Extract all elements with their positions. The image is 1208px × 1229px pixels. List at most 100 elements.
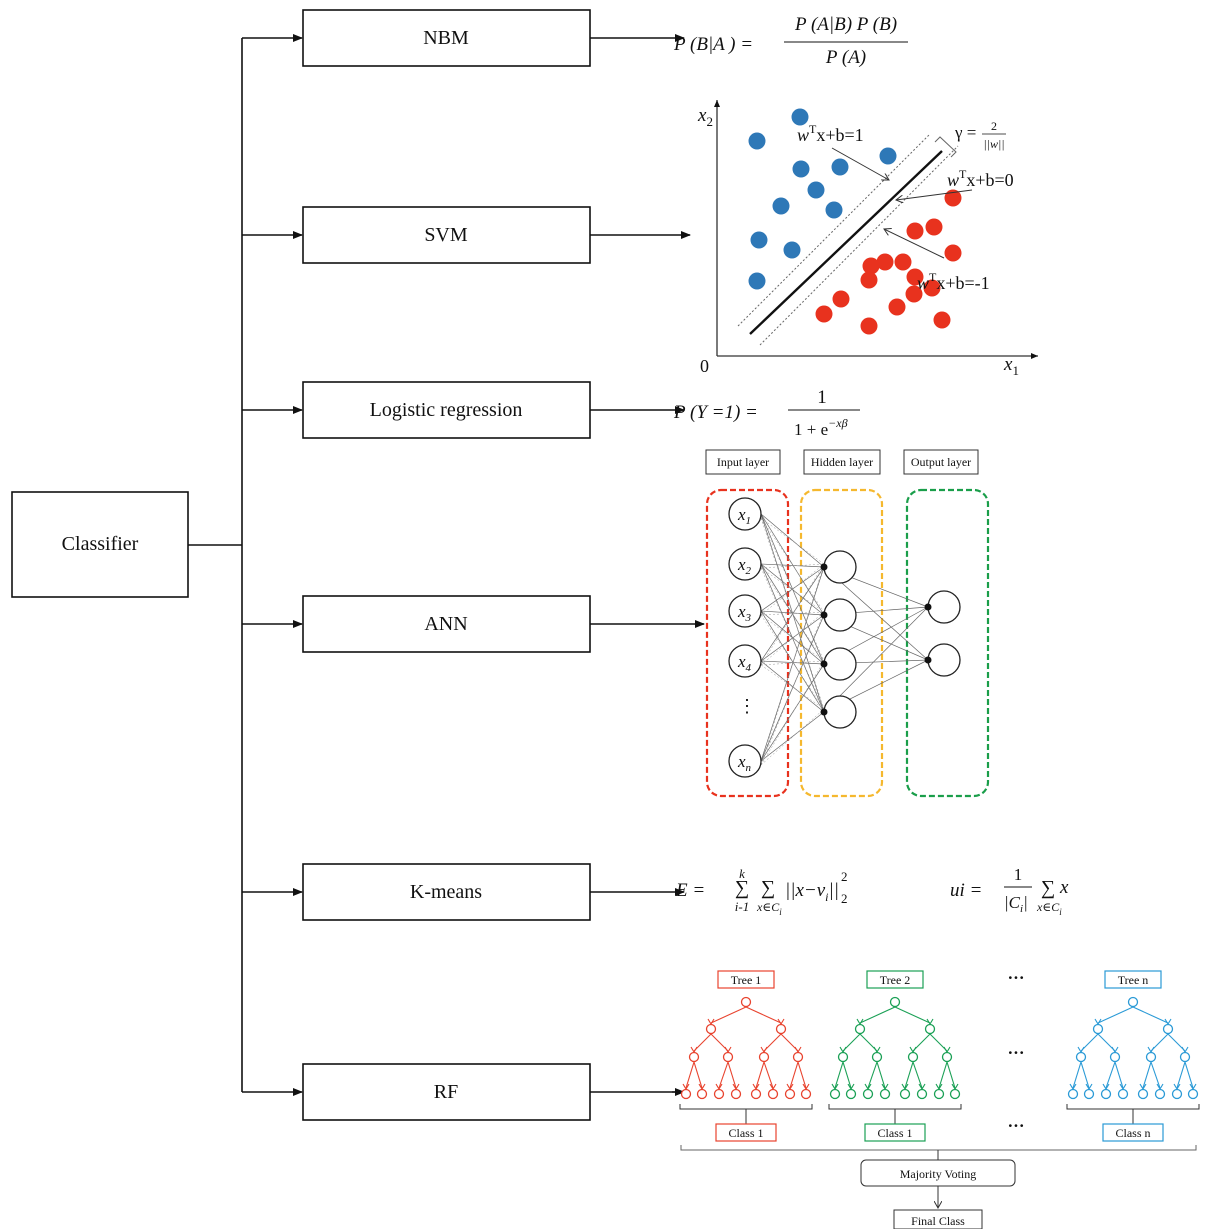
ann-edge-input-hidden-alt: [760, 517, 825, 613]
svm-point-class-b: [906, 222, 924, 240]
ann-input-neuron: xn: [728, 744, 762, 778]
rf-tree-node: [845, 1088, 857, 1100]
ann-hidden-neuron: [820, 647, 857, 681]
classifier-label: Classifier: [62, 533, 139, 555]
rf-tree-node: [829, 1088, 841, 1100]
ann-output-layer-frame: [905, 488, 990, 798]
kmeans-u-sigma: ∑: [1041, 877, 1055, 899]
svm-y-axis-label: x2: [697, 105, 713, 129]
branch-lr: Logistic regression: [242, 381, 685, 439]
rf-class-label: Class 1: [877, 1126, 912, 1140]
rf-tree-node: [941, 1051, 953, 1063]
kmeans-u-numerator: 1: [1014, 865, 1023, 884]
svm-point-class-b: [925, 218, 943, 236]
rf-tree-edge: [834, 1061, 844, 1089]
rf-ellipsis-classes: ···: [1007, 1116, 1024, 1135]
rf-tree-node: [1137, 1088, 1149, 1100]
rf-tree-node: [1075, 1051, 1087, 1063]
rf-tree-label-box: [717, 970, 775, 989]
rf-tree-node: [1109, 1051, 1121, 1063]
ann-input-ellipsis: ⋮: [738, 696, 756, 716]
ann-input-layer-label: Input layer: [717, 455, 769, 469]
ann-input-neuron: x1: [728, 497, 762, 531]
rf-tree-node: [696, 1088, 708, 1100]
rf-tree-node: [767, 1088, 779, 1100]
ann-edge-input-hidden-alt: [760, 517, 825, 710]
kmeans-u-body: x: [1059, 877, 1069, 898]
ann-input-neuron: x3: [728, 594, 762, 628]
rf-ellipses: ··· ··· ···: [1007, 968, 1024, 1135]
ann-edge-input-hidden-alt: [760, 517, 825, 565]
rf-tree-node: [933, 1088, 945, 1100]
rf-tree-node: [949, 1088, 961, 1100]
kmeans-e-sum-top: k: [739, 866, 745, 881]
svm-margin-lower: [759, 145, 959, 346]
svm-point-class-b: [876, 253, 894, 271]
ann-hidden-neuron: [820, 695, 857, 729]
rf-tree-edge: [876, 1061, 886, 1089]
svm-point-class-a: [825, 201, 843, 219]
branch-rf: RF: [242, 1063, 685, 1121]
rf-final-class-box: [893, 1209, 983, 1229]
rf-tree-node: [792, 1051, 804, 1063]
rf-tree-label: Tree 2: [880, 973, 911, 987]
rf-tree-edge: [904, 1061, 914, 1089]
rf-tree-edge: [912, 1061, 923, 1089]
ann-input-neuron: x2: [728, 547, 762, 581]
rf-tree-node: [1117, 1088, 1129, 1100]
rf-tree-edge: [1105, 1061, 1116, 1089]
ann-neurons: x1 x2 x3 x4 xn: [728, 497, 961, 778]
svm-point-class-b: [894, 253, 912, 271]
svm-point-class-b: [888, 298, 906, 316]
kmeans-e-lhs: E =: [675, 880, 705, 901]
ann-edge-input-hidden-alt: [760, 611, 825, 766]
rf-tree-edge: [1142, 1061, 1152, 1089]
ann-edge-input-hidden-alt: [760, 563, 825, 569]
svm-point-class-b: [860, 271, 878, 289]
ann-edge-input-hidden-alt: [760, 660, 825, 666]
rf-tree-node: [740, 996, 752, 1008]
svm-point-class-a: [791, 108, 809, 126]
svm-gamma-numerator: 2: [991, 119, 997, 133]
kmeans-e-sigma: ∑: [735, 877, 749, 899]
kmeans-formulas: E = k ∑ i-1 ∑ x∈Ci ||x−vi|| 2 2 ui = 1 |…: [675, 865, 1069, 917]
rf-tree-label: Tree n: [1118, 973, 1149, 987]
svm-point-class-b: [906, 268, 924, 286]
ann-output-neuron: [924, 590, 961, 624]
rf-tree-edge: [946, 1061, 956, 1089]
rf-tree-node: [916, 1088, 928, 1100]
svm-arrow-minus: [884, 229, 945, 259]
ann-input-neuron-label: xn: [737, 752, 752, 774]
rf-tree-edge: [1184, 1061, 1194, 1089]
ann-hidden-layer-frame: [799, 488, 884, 798]
nbm-formula-lhs: P (B|A ) =: [673, 34, 753, 55]
ann-edge-input-hidden-alt: [760, 563, 825, 766]
ann-diagram: Input layer Hidden layer Output layer x1…: [705, 449, 990, 798]
branch-svm-label: SVM: [424, 224, 468, 246]
branch-nbm-box: [302, 9, 591, 67]
rf-tree-edge: [1132, 1006, 1169, 1024]
ann-edge-input-hidden-alt: [760, 660, 825, 766]
ann-edge-input-hidden: [760, 663, 825, 762]
kmeans-e-body: ||x−vi||: [785, 880, 839, 904]
kmeans-e-norm-subscript: 2: [841, 891, 848, 906]
svm-point-class-a: [748, 132, 766, 150]
rf-tree-edge: [693, 1061, 703, 1089]
ann-edge-input-hidden-alt: [760, 614, 825, 710]
ann-hidden-layer-label: Hidden layer: [811, 455, 873, 469]
ann-edge-input-hidden-alt: [760, 708, 825, 766]
svm-point-class-a: [792, 160, 810, 178]
rf-tree-edge: [797, 1061, 807, 1089]
rf-class-label: Class n: [1115, 1126, 1150, 1140]
kmeans-u-denominator: |Ci|: [1004, 893, 1028, 915]
ann-edge-input-hidden-alt: [760, 664, 825, 710]
rf-ellipsis-forest: ···: [1007, 1043, 1024, 1062]
rf-tree-label-box: [866, 970, 924, 989]
branch-svm-box: [302, 206, 591, 264]
rf-tree-edge: [867, 1061, 878, 1089]
rf-final-class-label: Final Class: [911, 1214, 965, 1228]
rf-tree-node: [1092, 1023, 1104, 1035]
branch-ann-box: [302, 595, 591, 653]
svm-point-class-b: [944, 244, 962, 262]
rf-tree-edge: [1080, 1061, 1090, 1089]
